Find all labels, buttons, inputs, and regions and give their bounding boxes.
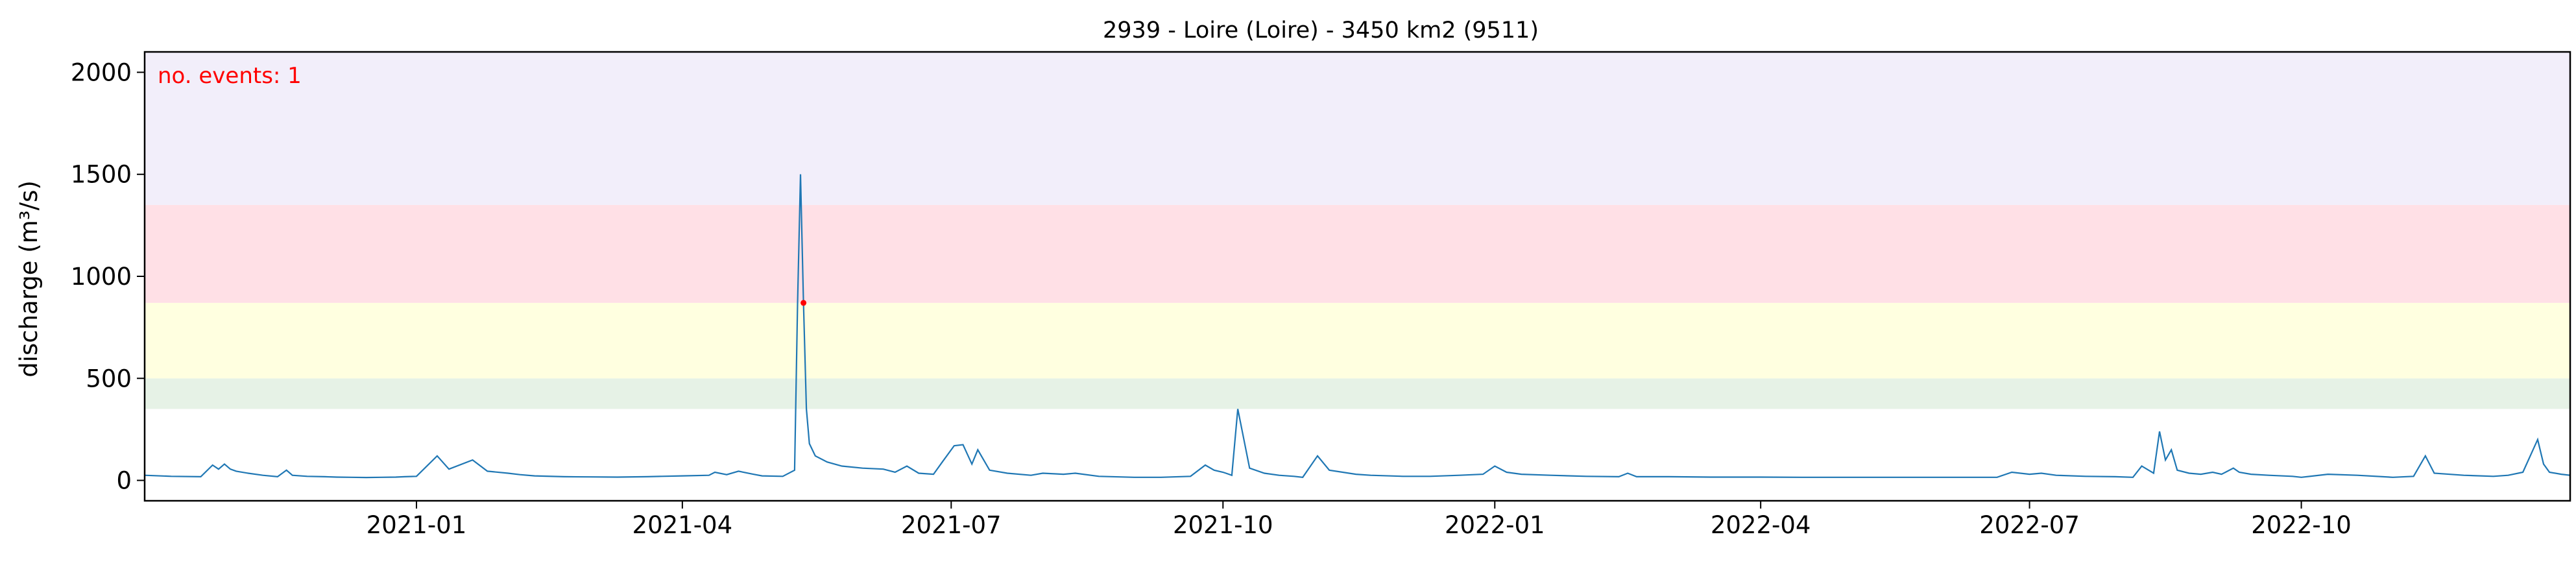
x-tick-label-8: 2022-10 [2251, 511, 2352, 539]
discharge-series-line [144, 174, 2571, 479]
x-tick-label-1: 2021-01 [367, 511, 467, 539]
threshold-band-1 [145, 378, 2570, 409]
y-tick-label-2: 500 [86, 365, 132, 392]
event-marker-1 [800, 300, 807, 306]
threshold-band-3 [145, 204, 2570, 303]
x-tick-label-5: 2022-01 [1445, 511, 1545, 539]
x-tick-label-4: 2021-10 [1173, 511, 1273, 539]
x-tick-label-2: 2021-04 [632, 511, 733, 539]
event-markers [800, 300, 807, 306]
x-tick-label-3: 2021-07 [901, 511, 1002, 539]
event-count-annotation: no. events: 1 [158, 63, 302, 89]
x-axis: 2021-01 2021-04 2021-07 2021-10 2022-01 2022-… [367, 501, 2352, 539]
threshold-band-2 [145, 302, 2570, 379]
threshold-band-4 [145, 52, 2570, 205]
x-tick-label-6: 2022-04 [1711, 511, 1811, 539]
threshold-bands [145, 52, 2570, 409]
x-tick-label-7: 2022-07 [1979, 511, 2080, 539]
y-tick-label-3: 1000 [71, 263, 132, 291]
y-axis: 0 500 1000 1500 2000 [71, 58, 145, 495]
y-axis-label: discharge (m³/s) [15, 180, 43, 378]
y-tick-label-5: 2000 [71, 58, 132, 86]
y-tick-label-4: 1500 [71, 161, 132, 189]
chart-title: 2939 - Loire (Loire) - 3450 km2 (9511) [1103, 18, 1539, 43]
y-tick-label-1: 0 [116, 467, 132, 495]
